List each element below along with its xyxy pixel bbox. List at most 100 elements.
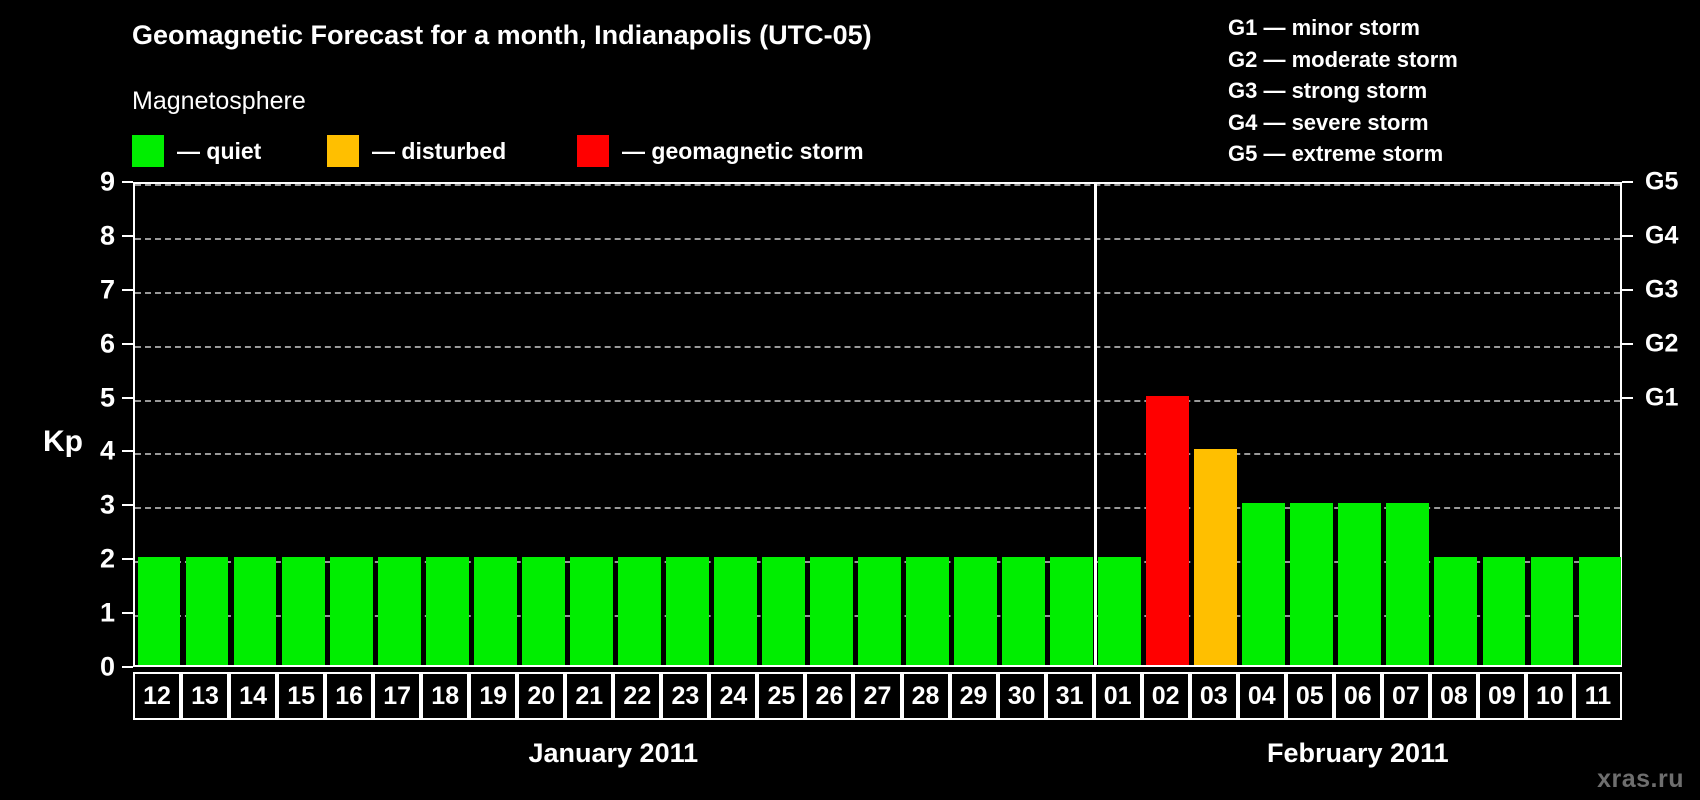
day-label-25[interactable]: 25 bbox=[757, 672, 806, 720]
day-label-29[interactable]: 29 bbox=[949, 672, 998, 720]
g-axis-label-G3: G3 bbox=[1645, 275, 1679, 304]
day-label-20[interactable]: 20 bbox=[517, 672, 566, 720]
day-label-06[interactable]: 06 bbox=[1333, 672, 1382, 720]
day-label-03[interactable]: 03 bbox=[1189, 672, 1238, 720]
g-scale-line-5: G5 — extreme storm bbox=[1228, 141, 1444, 166]
day-label-12[interactable]: 12 bbox=[133, 672, 182, 720]
g-scale-line-3: G3 — strong storm bbox=[1228, 78, 1428, 103]
bar-day-05 bbox=[1290, 503, 1334, 665]
y-tick-label-7: 7 bbox=[99, 274, 115, 305]
y-tick-label-6: 6 bbox=[99, 328, 115, 359]
bar-day-27 bbox=[858, 557, 901, 665]
bar-day-02 bbox=[1146, 395, 1190, 665]
g-axis-label-G4: G4 bbox=[1645, 221, 1679, 250]
day-label-22[interactable]: 22 bbox=[613, 672, 662, 720]
day-label-04[interactable]: 04 bbox=[1237, 672, 1286, 720]
g-axis-label-G2: G2 bbox=[1645, 329, 1679, 358]
y-tick-mark-8 bbox=[122, 234, 133, 237]
y-tick-mark-1 bbox=[122, 612, 133, 615]
day-label-15[interactable]: 15 bbox=[277, 672, 326, 720]
day-label-19[interactable]: 19 bbox=[469, 672, 518, 720]
gridline-kp-3 bbox=[135, 507, 1620, 510]
bar-day-28 bbox=[906, 557, 949, 665]
bar-day-29 bbox=[954, 557, 997, 665]
bar-day-11 bbox=[1578, 557, 1622, 665]
bar-day-13 bbox=[185, 557, 229, 665]
day-label-27[interactable]: 27 bbox=[853, 672, 902, 720]
gridline-kp-4 bbox=[135, 453, 1620, 456]
bar-day-19 bbox=[473, 557, 517, 665]
g-axis-tick-G3 bbox=[1622, 288, 1633, 291]
y-tick-label-4: 4 bbox=[99, 435, 115, 466]
legend-swatch-disturbed bbox=[327, 135, 359, 167]
bar-day-24 bbox=[713, 557, 757, 665]
day-label-09[interactable]: 09 bbox=[1477, 672, 1526, 720]
month-caption-2: February 2011 bbox=[1267, 738, 1449, 768]
g-scale-line-1: G1 — minor storm bbox=[1228, 15, 1420, 40]
month-divider bbox=[1094, 184, 1098, 665]
day-label-21[interactable]: 21 bbox=[565, 672, 614, 720]
g-scale-legend: G1 — minor storm G2 — moderate storm G3 — … bbox=[1228, 12, 1458, 170]
legend-label-storm: — geomagnetic storm bbox=[622, 137, 864, 164]
bar-day-10 bbox=[1530, 557, 1574, 665]
g-axis-tick-G1 bbox=[1622, 396, 1633, 399]
legend-label-disturbed: — disturbed bbox=[372, 137, 507, 164]
day-label-24[interactable]: 24 bbox=[709, 672, 758, 720]
y-tick-mark-3 bbox=[122, 504, 133, 507]
day-label-13[interactable]: 13 bbox=[181, 672, 230, 720]
bar-day-22 bbox=[617, 557, 661, 665]
day-label-05[interactable]: 05 bbox=[1285, 672, 1334, 720]
day-label-28[interactable]: 28 bbox=[901, 672, 950, 720]
day-label-01[interactable]: 01 bbox=[1093, 672, 1142, 720]
y-tick-label-0: 0 bbox=[99, 651, 115, 682]
gridline-kp-6 bbox=[135, 345, 1620, 348]
bar-day-20 bbox=[521, 557, 565, 665]
bar-day-07 bbox=[1386, 503, 1430, 665]
legend-label-quiet: — quiet bbox=[177, 137, 262, 164]
day-label-02[interactable]: 02 bbox=[1141, 672, 1190, 720]
y-tick-mark-2 bbox=[122, 558, 133, 561]
gridline-kp-9 bbox=[135, 184, 1620, 186]
day-label-08[interactable]: 08 bbox=[1429, 672, 1478, 720]
y-tick-mark-7 bbox=[122, 288, 133, 291]
bar-day-01 bbox=[1098, 557, 1142, 665]
y-tick-label-1: 1 bbox=[99, 597, 115, 628]
day-label-17[interactable]: 17 bbox=[373, 672, 422, 720]
bar-day-04 bbox=[1242, 503, 1286, 665]
day-label-23[interactable]: 23 bbox=[661, 672, 710, 720]
day-label-18[interactable]: 18 bbox=[421, 672, 470, 720]
g-axis-label-G1: G1 bbox=[1645, 383, 1679, 412]
y-tick-mark-5 bbox=[122, 396, 133, 399]
bar-day-15 bbox=[281, 557, 325, 665]
bar-day-26 bbox=[810, 557, 853, 665]
bar-day-18 bbox=[425, 557, 469, 665]
day-label-30[interactable]: 30 bbox=[997, 672, 1046, 720]
day-label-11[interactable]: 11 bbox=[1573, 672, 1622, 720]
y-tick-label-9: 9 bbox=[99, 166, 115, 197]
day-label-10[interactable]: 10 bbox=[1525, 672, 1574, 720]
gridline-kp-8 bbox=[135, 237, 1620, 240]
g-axis-label-G5: G5 bbox=[1645, 167, 1679, 196]
day-label-row: 12 13 14 15 16 17 18 19 20 21 22 23 24 25 26 27 28 29 30 31… bbox=[133, 672, 1622, 720]
legend-item-storm: — geomagnetic storm bbox=[577, 134, 864, 168]
bar-day-06 bbox=[1338, 503, 1382, 665]
y-tick-mark-9 bbox=[122, 181, 133, 183]
g-axis-tick-G2 bbox=[1622, 342, 1633, 345]
day-label-16[interactable]: 16 bbox=[325, 672, 374, 720]
month-caption-1: January 2011 bbox=[528, 738, 699, 768]
bar-day-08 bbox=[1434, 557, 1478, 665]
bar-day-03 bbox=[1194, 449, 1238, 665]
y-tick-mark-4 bbox=[122, 450, 133, 453]
day-label-07[interactable]: 07 bbox=[1381, 672, 1430, 720]
page-title: Geomagnetic Forecast for a month, Indian… bbox=[132, 20, 872, 50]
y-axis-title: Kp bbox=[43, 425, 83, 458]
plot-area bbox=[133, 182, 1622, 667]
day-label-31[interactable]: 31 bbox=[1045, 672, 1094, 720]
g-scale-line-4: G4 — severe storm bbox=[1228, 109, 1429, 135]
legend-swatch-storm bbox=[577, 135, 609, 167]
day-label-26[interactable]: 26 bbox=[805, 672, 854, 720]
g-scale-line-2: G2 — moderate storm bbox=[1228, 46, 1458, 72]
bar-day-31 bbox=[1050, 557, 1094, 665]
bar-day-14 bbox=[233, 557, 277, 665]
day-label-14[interactable]: 14 bbox=[229, 672, 278, 720]
